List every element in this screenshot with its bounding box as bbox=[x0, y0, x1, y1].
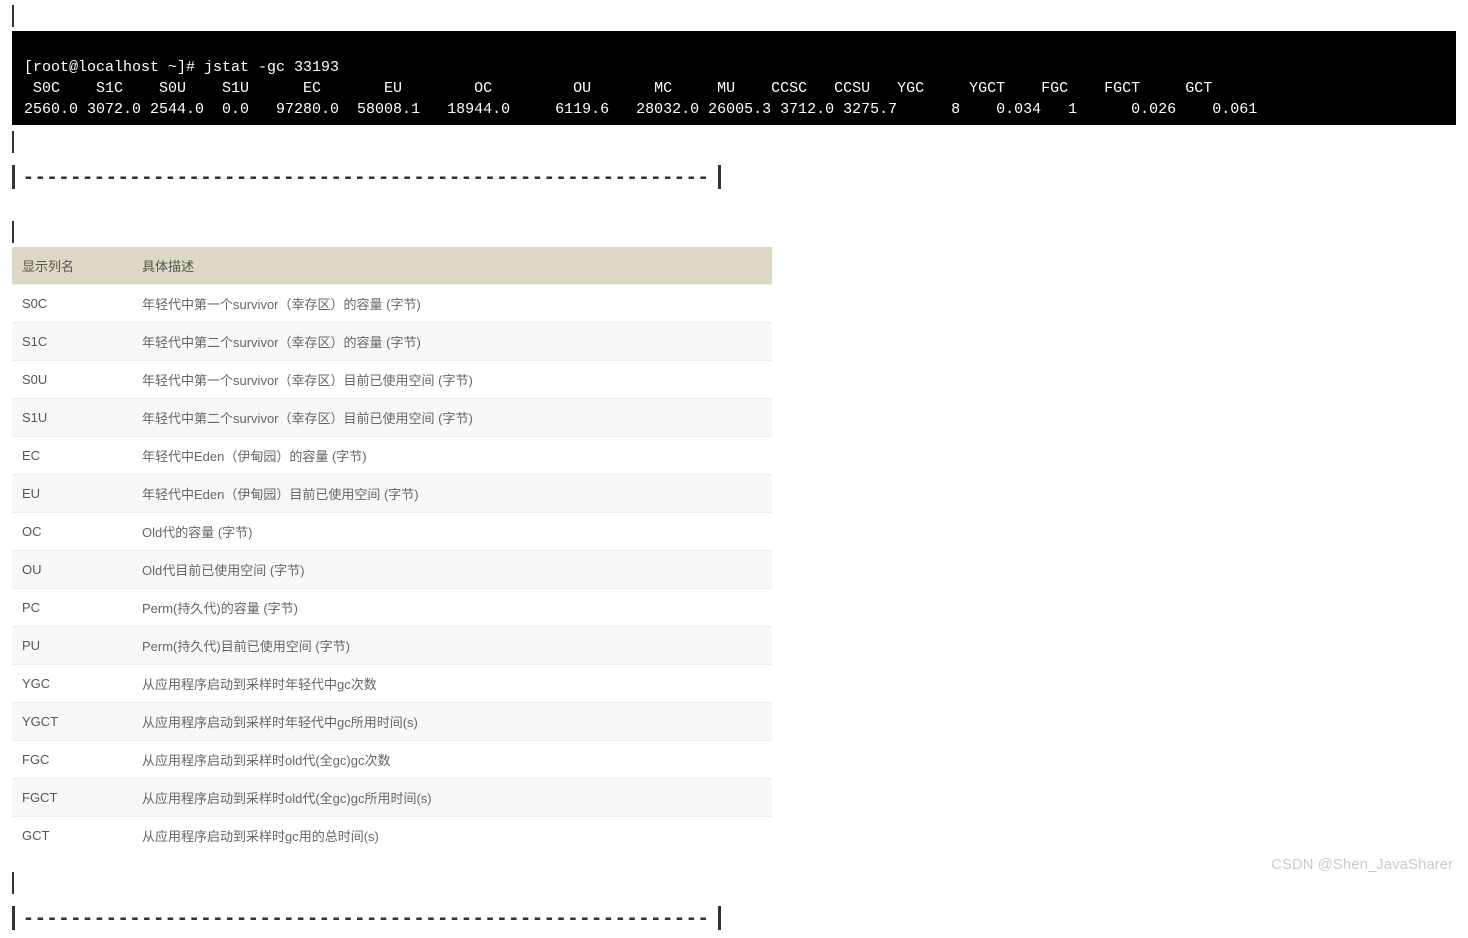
table-row: S1U年轻代中第二个survivor（幸存区）目前已使用空间 (字节) bbox=[12, 399, 772, 437]
table-cell-desc: 年轻代中Eden（伊甸园）目前已使用空间 (字节) bbox=[132, 475, 772, 513]
table-row: EU年轻代中Eden（伊甸园）目前已使用空间 (字节) bbox=[12, 475, 772, 513]
table-cell-name: PU bbox=[12, 627, 132, 665]
terminal-output: [root@localhost ~]# jstat -gc 33193 S0C … bbox=[12, 31, 1456, 125]
table-row: FGC从应用程序启动到采样时old代(全gc)gc次数 bbox=[12, 741, 772, 779]
table-row: GCT从应用程序启动到采样时gc用的总时间(s) bbox=[12, 817, 772, 855]
divider-bar-right-2 bbox=[718, 906, 721, 930]
table-cell-name: YGC bbox=[12, 665, 132, 703]
table-row: OUOld代目前已使用空间 (字节) bbox=[12, 551, 772, 589]
table-row: PCPerm(持久代)的容量 (字节) bbox=[12, 589, 772, 627]
table-cell-desc: Perm(持久代)目前已使用空间 (字节) bbox=[132, 627, 772, 665]
table-row: FGCT从应用程序启动到采样时old代(全gc)gc所用时间(s) bbox=[12, 779, 772, 817]
cursor-marker-3 bbox=[12, 872, 1468, 894]
table-cell-desc: Old代的容量 (字节) bbox=[132, 513, 772, 551]
table-cell-name: FGCT bbox=[12, 779, 132, 817]
table-cell-name: S1U bbox=[12, 399, 132, 437]
table-cell-desc: 年轻代中第二个survivor（幸存区）目前已使用空间 (字节) bbox=[132, 399, 772, 437]
table-cell-desc: Perm(持久代)的容量 (字节) bbox=[132, 589, 772, 627]
table-cell-desc: 年轻代中第一个survivor（幸存区）的容量 (字节) bbox=[132, 285, 772, 323]
table-cell-name: YGCT bbox=[12, 703, 132, 741]
table-header-row: 显示列名 具体描述 bbox=[12, 247, 772, 285]
table-cell-desc: 从应用程序启动到采样时old代(全gc)gc次数 bbox=[132, 741, 772, 779]
divider-dashes-2: ----------------------------------------… bbox=[23, 908, 710, 929]
table-cell-desc: 从应用程序启动到采样时年轻代中gc所用时间(s) bbox=[132, 703, 772, 741]
table-row: YGCT从应用程序启动到采样时年轻代中gc所用时间(s) bbox=[12, 703, 772, 741]
table-cell-name: S0C bbox=[12, 285, 132, 323]
table-cell-name: OC bbox=[12, 513, 132, 551]
table-row: YGC从应用程序启动到采样时年轻代中gc次数 bbox=[12, 665, 772, 703]
divider-1: ----------------------------------------… bbox=[12, 163, 1468, 191]
watermark-text: CSDN @Shen_JavaSharer bbox=[1271, 856, 1453, 873]
table-row: OCOld代的容量 (字节) bbox=[12, 513, 772, 551]
divider-bar-right bbox=[718, 165, 721, 189]
cursor-marker-1 bbox=[12, 131, 1468, 153]
table-cell-desc: Old代目前已使用空间 (字节) bbox=[132, 551, 772, 589]
table-cell-name: EU bbox=[12, 475, 132, 513]
divider-bar-left-2 bbox=[12, 906, 15, 930]
terminal-prompt: [root@localhost ~]# jstat -gc 33193 bbox=[24, 59, 339, 76]
table-cell-desc: 从应用程序启动到采样时年轻代中gc次数 bbox=[132, 665, 772, 703]
table-cell-name: PC bbox=[12, 589, 132, 627]
table-row: S0U年轻代中第一个survivor（幸存区）目前已使用空间 (字节) bbox=[12, 361, 772, 399]
cursor-marker-top bbox=[12, 5, 1468, 27]
table-row: EC年轻代中Eden（伊甸园）的容量 (字节) bbox=[12, 437, 772, 475]
divider-bar-left bbox=[12, 165, 15, 189]
table-cell-desc: 年轻代中第二个survivor（幸存区）的容量 (字节) bbox=[132, 323, 772, 361]
table-cell-name: OU bbox=[12, 551, 132, 589]
table-cell-name: S1C bbox=[12, 323, 132, 361]
table-cell-desc: 从应用程序启动到采样时old代(全gc)gc所用时间(s) bbox=[132, 779, 772, 817]
table-row: S1C年轻代中第二个survivor（幸存区）的容量 (字节) bbox=[12, 323, 772, 361]
table-col-name: 显示列名 bbox=[12, 247, 132, 285]
divider-dashes: ----------------------------------------… bbox=[23, 167, 710, 188]
table-row: PUPerm(持久代)目前已使用空间 (字节) bbox=[12, 627, 772, 665]
table-cell-name: FGC bbox=[12, 741, 132, 779]
table-cell-name: EC bbox=[12, 437, 132, 475]
terminal-values: 2560.0 3072.0 2544.0 0.0 97280.0 58008.1… bbox=[24, 101, 1257, 118]
table-row: S0C年轻代中第一个survivor（幸存区）的容量 (字节) bbox=[12, 285, 772, 323]
table-cell-name: GCT bbox=[12, 817, 132, 855]
divider-2: ----------------------------------------… bbox=[12, 904, 1468, 932]
column-description-table: 显示列名 具体描述 S0C年轻代中第一个survivor（幸存区）的容量 (字节… bbox=[12, 247, 772, 854]
table-cell-name: S0U bbox=[12, 361, 132, 399]
terminal-headers: S0C S1C S0U S1U EC EU OC OU MC MU CCSC C… bbox=[24, 80, 1212, 97]
table-cell-desc: 年轻代中Eden（伊甸园）的容量 (字节) bbox=[132, 437, 772, 475]
table-cell-desc: 年轻代中第一个survivor（幸存区）目前已使用空间 (字节) bbox=[132, 361, 772, 399]
table-col-desc: 具体描述 bbox=[132, 247, 772, 285]
cursor-marker-2 bbox=[12, 221, 1468, 243]
spacer-1 bbox=[0, 191, 1468, 221]
table-cell-desc: 从应用程序启动到采样时gc用的总时间(s) bbox=[132, 817, 772, 855]
